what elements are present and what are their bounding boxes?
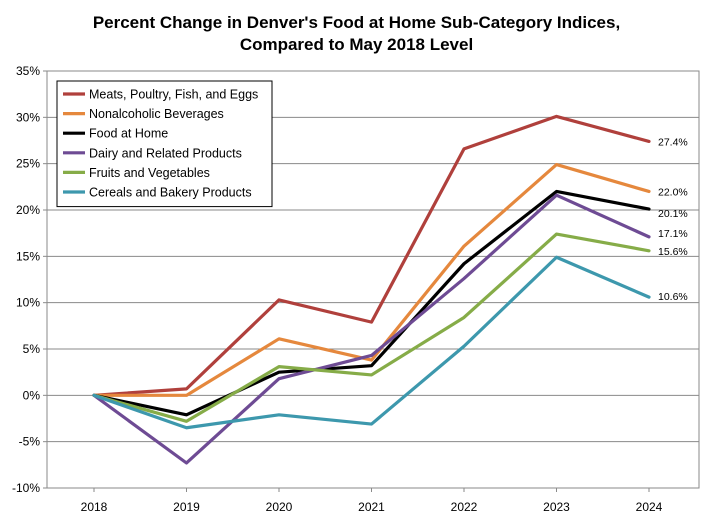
x-tick-label: 2023 (543, 500, 570, 514)
data-label: 10.6% (658, 291, 688, 303)
data-label: 22.0% (658, 186, 688, 198)
chart-title-line-2: Compared to May 2018 Level (239, 35, 474, 54)
legend-entry: Meats, Poultry, Fish, and Eggs (89, 88, 258, 102)
legend-entry: Food at Home (89, 127, 168, 141)
y-tick-label: 35% (16, 64, 40, 78)
y-tick-label: 20% (16, 203, 40, 217)
y-tick-label: 5% (23, 342, 41, 356)
chart-title-line-1: Percent Change in Denver's Food at Home … (92, 13, 621, 32)
y-tick-label: 30% (16, 110, 40, 124)
legend-entry: Dairy and Related Products (89, 146, 242, 160)
legend-entry: Nonalcoholic Beverages (89, 107, 224, 121)
series-line (92, 193, 651, 465)
series-line (92, 162, 651, 397)
y-tick-label: -5% (19, 435, 41, 449)
axes: -10% -5% 0% 5% 10% 15% 20% 25% 30% 35% 2018 2019 202… (12, 64, 700, 514)
legend-entry: Fruits and Vegetables (89, 166, 210, 180)
series-line (92, 255, 651, 430)
x-tick-label: 2021 (358, 500, 385, 514)
series-line (92, 232, 651, 423)
x-tick-label: 2019 (173, 500, 200, 514)
plot-area-border (46, 70, 700, 489)
x-tick-label: 2022 (451, 500, 478, 514)
x-tick-label: 2018 (81, 500, 108, 514)
series-line (92, 189, 651, 417)
y-tick-label: 15% (16, 249, 40, 263)
x-tick-label: 2020 (266, 500, 293, 514)
y-tick-label: 0% (23, 388, 41, 402)
y-tick-label: 10% (16, 296, 40, 310)
legend-entry: Cereals and Bakery Products (89, 186, 252, 200)
legend: Meats, Poultry, Fish, and Eggs Nonalcohol… (56, 80, 273, 208)
data-label: 20.1% (658, 208, 688, 220)
series-lines (92, 114, 651, 465)
data-label: 17.1% (658, 228, 688, 240)
legend-box (56, 80, 273, 208)
data-label: 27.4% (658, 136, 688, 148)
x-tick-label: 2024 (636, 500, 663, 514)
data-label: 15.6% (658, 246, 688, 258)
y-tick-label: -10% (12, 481, 40, 495)
y-tick-label: 25% (16, 157, 40, 171)
chart-title: Percent Change in Denver's Food at Home … (0, 12, 713, 56)
series-line (92, 114, 651, 397)
end-labels: 27.4% 22.0% 20.1% 17.1% 15.6% 10.6% (658, 136, 688, 303)
